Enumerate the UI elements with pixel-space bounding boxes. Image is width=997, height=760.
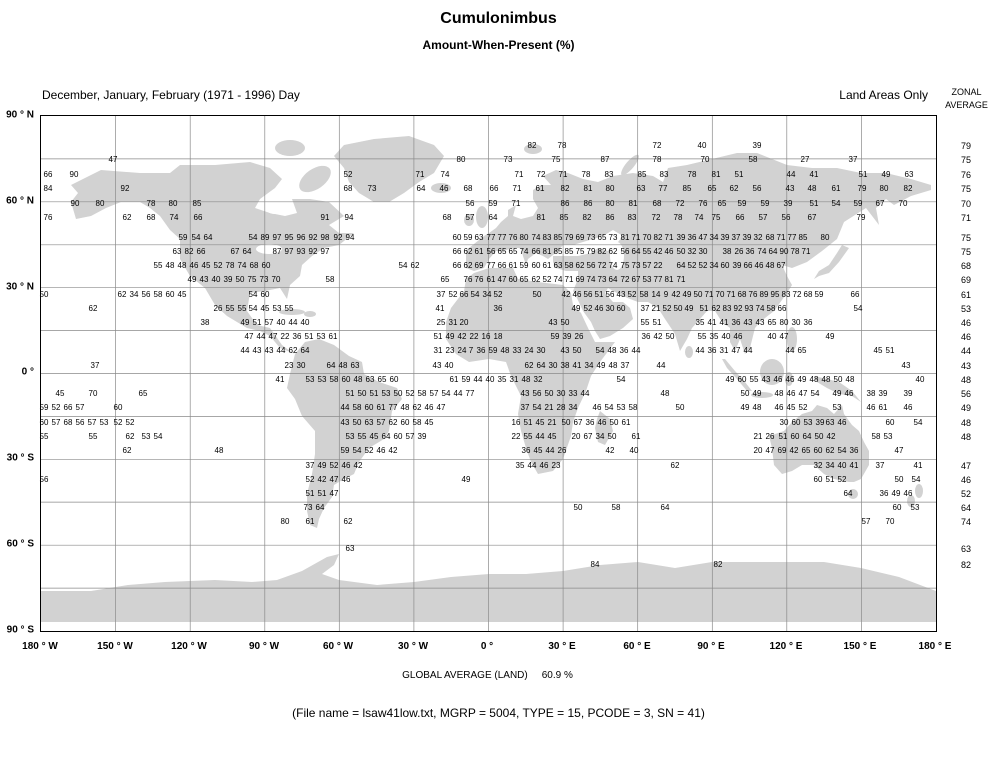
zonal-average-value: 82 <box>960 560 972 570</box>
zonal-average-value: 48 <box>960 432 972 442</box>
new-guinea <box>814 376 861 402</box>
longitude-label: 180 ° W <box>22 641 58 652</box>
inland-seas <box>256 194 624 270</box>
zonal-average-value: 48 <box>960 375 972 385</box>
svalbard <box>524 144 542 154</box>
baffin-island <box>299 165 331 193</box>
longitude-label: 120 ° E <box>769 641 803 652</box>
caspian-sea <box>610 242 624 270</box>
zonal-average-value: 74 <box>960 517 972 527</box>
north-america <box>71 162 354 354</box>
ireland <box>464 214 474 226</box>
sri-lanka <box>685 346 693 358</box>
britain <box>476 206 488 228</box>
longitude-label: 90 ° W <box>248 641 280 652</box>
sulawesi <box>785 372 793 386</box>
longitude-label: 150 ° E <box>843 641 877 652</box>
zonal-average-value: 75 <box>960 155 972 165</box>
season-label: December, January, February (1971 - 1996… <box>42 88 300 102</box>
madagascar <box>595 411 613 445</box>
zonal-average-value: 56 <box>960 389 972 399</box>
map-plot-area <box>40 115 937 632</box>
victoria-island <box>202 166 228 180</box>
south-america <box>287 339 402 528</box>
ellesmere-island <box>275 140 305 156</box>
zonal-average-value: 46 <box>960 475 972 485</box>
zonal-average-value: 61 <box>960 290 972 300</box>
zonal-average-value: 63 <box>960 544 972 554</box>
greenland <box>334 136 444 202</box>
zonal-average-value: 76 <box>960 170 972 180</box>
zonal-average-value: 70 <box>960 199 972 209</box>
hispaniola <box>304 311 316 317</box>
iceland <box>431 183 451 193</box>
coverage-label: Land Areas Only <box>839 88 928 102</box>
eurasia <box>466 153 931 354</box>
latitude-label: 30 ° N <box>6 281 34 293</box>
zonal-average-value: 68 <box>960 261 972 271</box>
latitude-label: 30 ° S <box>6 452 34 464</box>
longitude-label: 90 ° E <box>697 641 725 652</box>
page-title: Cumulonimbus <box>440 10 557 27</box>
longitude-label: 30 ° W <box>397 641 429 652</box>
page-subtitle: Amount-When-Present (%) <box>422 38 575 52</box>
longitude-label: 120 ° W <box>171 641 207 652</box>
latitude-label: 60 ° S <box>6 538 34 550</box>
file-info: (File name = lsaw41low.txt, MGRP = 5004,… <box>292 706 705 720</box>
global-average-value: 60.9 % <box>541 670 573 681</box>
hudson-bay <box>263 194 287 214</box>
longitude-label: 30 ° E <box>548 641 576 652</box>
zonal-average-value: 47 <box>960 461 972 471</box>
new-zealand-north <box>915 484 923 498</box>
longitude-label: 180 ° E <box>918 641 952 652</box>
japan <box>814 245 849 279</box>
zonal-average-value: 46 <box>960 332 972 342</box>
cuba <box>279 309 305 315</box>
zonal-average-value: 52 <box>960 489 972 499</box>
zonal-average-value: 64 <box>960 503 972 513</box>
philippines <box>787 327 797 351</box>
zonal-average-value: 46 <box>960 318 972 328</box>
graticule-grid <box>41 116 936 631</box>
global-average: GLOBAL AVERAGE (LAND) 60.9 % <box>0 670 975 681</box>
latitude-label: 90 ° N <box>6 109 34 121</box>
zonal-average-value: 49 <box>960 403 972 413</box>
australia <box>769 405 869 482</box>
latitude-label: 90 ° S <box>6 624 34 636</box>
zonal-average-value: 75 <box>960 184 972 194</box>
borneo <box>760 359 784 385</box>
new-zealand-south <box>907 495 915 507</box>
latitude-label: 0 ° <box>21 366 34 378</box>
zonal-average-value: 79 <box>960 141 972 151</box>
zonal-header-line2: AVERAGE <box>945 100 988 110</box>
longitude-label: 150 ° W <box>97 641 133 652</box>
great-lakes <box>256 244 282 254</box>
zonal-average-value: 44 <box>960 346 972 356</box>
longitude-label: 60 ° E <box>623 641 651 652</box>
zonal-average-value: 71 <box>960 213 972 223</box>
global-average-label: GLOBAL AVERAGE (LAND) <box>402 670 528 681</box>
tasmania <box>848 489 858 499</box>
zonal-average-value: 75 <box>960 233 972 243</box>
novaya-zemlya <box>621 154 639 176</box>
longitude-label: 0 ° <box>480 641 494 652</box>
zonal-average-value: 69 <box>960 275 972 285</box>
zonal-header-line1: ZONAL <box>951 87 982 97</box>
latitude-label: 60 ° N <box>6 195 34 207</box>
zonal-average-value: 48 <box>960 418 972 428</box>
world-map <box>41 116 936 631</box>
zonal-average-header: ZONAL AVERAGE <box>936 86 997 112</box>
zonal-average-value: 53 <box>960 304 972 314</box>
java <box>751 392 773 398</box>
longitude-label: 60 ° W <box>322 641 354 652</box>
zonal-average-value: 43 <box>960 361 972 371</box>
zonal-average-value: 75 <box>960 247 972 257</box>
sumatra <box>722 359 752 391</box>
